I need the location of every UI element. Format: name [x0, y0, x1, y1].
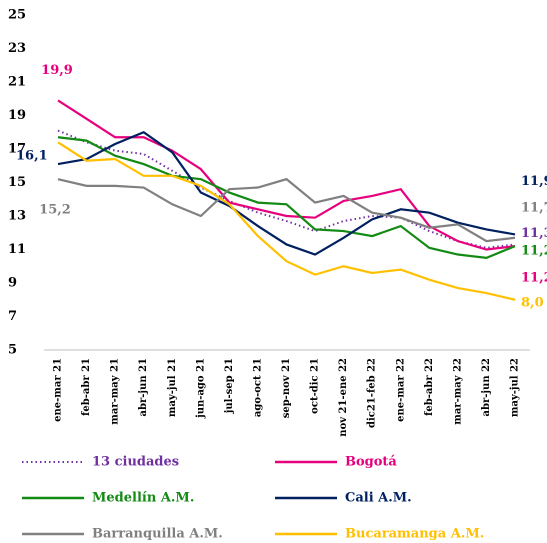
- y-tick-label: 9: [8, 276, 17, 291]
- y-tick-label: 23: [8, 41, 26, 56]
- y-tick-label: 21: [8, 75, 26, 90]
- series-line: [57, 177, 516, 243]
- y-tick-label: 15: [8, 175, 26, 190]
- series-line: [57, 141, 516, 301]
- legend-label: Medellín A.M.: [92, 491, 194, 506]
- x-tick-label: may-jul 21: [167, 358, 178, 417]
- data-label: 19,9: [41, 63, 73, 78]
- data-label: 11,2: [521, 271, 547, 286]
- y-tick-label: 13: [8, 209, 26, 224]
- legend-label: Barranquilla A.M.: [92, 527, 223, 542]
- x-tick-label: may-jul 22: [510, 358, 521, 417]
- x-tick-label: abr-jun 21: [138, 358, 149, 416]
- y-tick-label: 7: [8, 309, 17, 324]
- x-tick-label: jul-sep 21: [224, 358, 235, 414]
- x-tick-label: ago-oct 21: [252, 358, 263, 417]
- x-tick-label: sep-nov 21: [281, 358, 292, 418]
- series-line: [57, 131, 516, 256]
- x-tick-label: mar-may 21: [110, 358, 121, 425]
- y-tick-label: 17: [8, 142, 26, 157]
- y-tick-label: 19: [8, 108, 26, 123]
- x-tick-label: feb-abr 22: [424, 358, 435, 416]
- data-label: 15,2: [39, 203, 71, 218]
- data-label: 8,0: [521, 295, 544, 310]
- data-label: 16,1: [16, 149, 48, 164]
- x-tick-label: jun-ago 21: [195, 358, 206, 419]
- x-tick-label: ene-mar 22: [395, 358, 406, 422]
- legend-label: Bucaramanga A.M.: [345, 527, 484, 542]
- data-label: 11,7: [521, 200, 547, 215]
- x-tick-label: abr-jun 22: [481, 358, 492, 416]
- data-label: 11,9: [521, 174, 547, 189]
- x-tick-label: mar-may 22: [452, 358, 463, 425]
- data-label: 11,2: [521, 244, 547, 259]
- x-tick-label: nov 21-ene 22: [338, 358, 349, 437]
- x-tick-label: ene-mar 21: [53, 358, 64, 422]
- x-tick-label: oct-dic 21: [310, 358, 321, 414]
- y-tick-label: 11: [8, 242, 26, 257]
- legend-label: Cali A.M.: [345, 491, 412, 506]
- data-label: 11,3: [521, 226, 547, 241]
- series-line: [57, 136, 516, 260]
- x-tick-label: feb-abr 21: [81, 358, 92, 416]
- x-tick-label: dic21-feb 22: [367, 358, 378, 428]
- legend-label: Bogotá: [345, 455, 397, 470]
- series-line: [57, 129, 516, 249]
- series-line: [57, 99, 516, 251]
- legend-label: 13 ciudades: [92, 455, 179, 470]
- y-tick-label: 25: [8, 8, 26, 23]
- y-tick-label: 5: [8, 343, 17, 358]
